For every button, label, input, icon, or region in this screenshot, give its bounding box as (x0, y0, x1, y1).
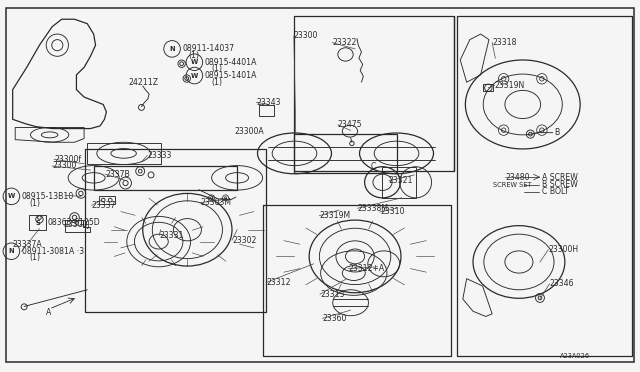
Text: 23302: 23302 (232, 235, 257, 245)
Text: 23312+A: 23312+A (349, 264, 385, 273)
Text: W: W (8, 193, 15, 199)
Text: 08911-14037: 08911-14037 (182, 44, 234, 53)
Text: 24211Z: 24211Z (129, 78, 159, 87)
Text: C: C (371, 162, 376, 171)
Text: 08915-4401A: 08915-4401A (205, 58, 257, 67)
Text: 23321: 23321 (389, 176, 413, 185)
Text: 23475: 23475 (338, 121, 362, 129)
Text: A SCREW: A SCREW (542, 173, 578, 182)
Text: 23310: 23310 (380, 208, 404, 217)
Text: 08911-3081A ·3: 08911-3081A ·3 (22, 247, 84, 256)
Text: 23331: 23331 (159, 231, 184, 240)
Text: 08363-6125D: 08363-6125D (48, 218, 100, 227)
Text: 23300H: 23300H (548, 245, 579, 254)
Text: 23346: 23346 (550, 279, 574, 288)
Text: (1): (1) (29, 253, 40, 262)
Text: 23318: 23318 (492, 38, 516, 47)
Text: 23300: 23300 (52, 161, 77, 170)
Text: N: N (8, 248, 14, 254)
Text: A23A026: A23A026 (560, 353, 590, 359)
Text: S: S (35, 220, 40, 226)
Text: (1): (1) (212, 64, 223, 73)
Text: 08915-13B10: 08915-13B10 (22, 192, 74, 201)
Text: B SCREW: B SCREW (542, 180, 578, 189)
Text: 23337A: 23337A (12, 240, 42, 249)
Text: W: W (191, 59, 198, 65)
Text: 23300J: 23300J (64, 221, 90, 230)
Text: 23338M: 23338M (357, 204, 388, 213)
Text: N: N (169, 46, 175, 52)
Text: SCREW SET: SCREW SET (493, 182, 531, 187)
Bar (29, 215, 46, 230)
Text: 23337: 23337 (92, 201, 116, 210)
Text: 08915-1401A: 08915-1401A (205, 71, 257, 80)
Text: W: W (191, 73, 198, 78)
Text: (1): (1) (29, 199, 40, 208)
Text: 23312: 23312 (266, 278, 291, 287)
Text: 23319M: 23319M (319, 211, 351, 220)
Text: (1): (1) (188, 51, 199, 60)
Text: 23300: 23300 (294, 31, 318, 41)
Text: 23303M: 23303M (200, 198, 231, 207)
Text: 23343: 23343 (256, 98, 281, 107)
Text: A: A (46, 308, 51, 317)
Text: 23333: 23333 (147, 151, 172, 160)
Text: C BOLT: C BOLT (542, 187, 569, 196)
Text: 23480: 23480 (505, 173, 529, 182)
Text: 23300A: 23300A (234, 126, 264, 136)
Text: 2337B: 2337B (105, 170, 130, 179)
Text: 23319N: 23319N (495, 81, 525, 90)
Text: 23313: 23313 (320, 290, 344, 299)
Text: 23360: 23360 (323, 314, 347, 323)
Text: 23322: 23322 (332, 38, 356, 47)
Text: B: B (555, 128, 560, 137)
Text: 23300f: 23300f (54, 155, 81, 164)
Text: (1): (1) (212, 78, 223, 87)
